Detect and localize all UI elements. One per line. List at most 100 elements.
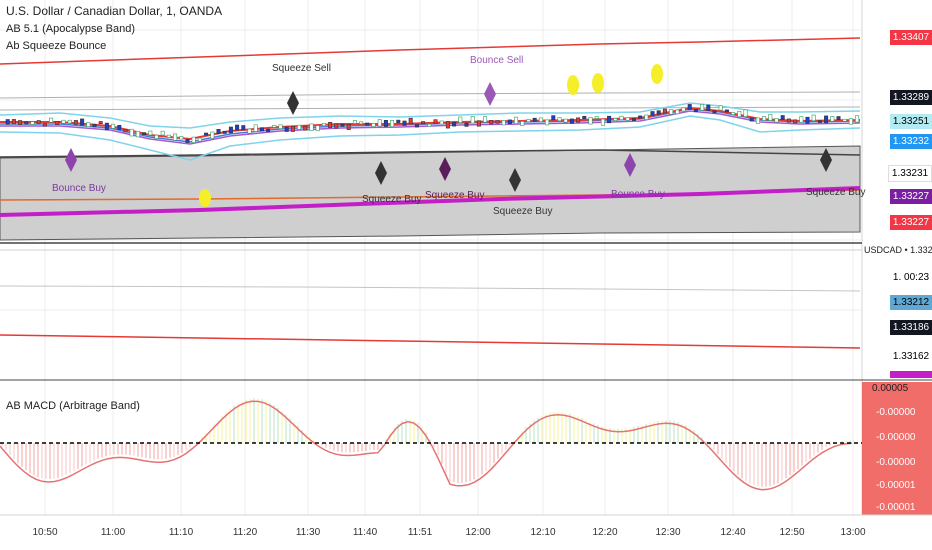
candle bbox=[365, 122, 370, 126]
candle bbox=[359, 121, 364, 125]
candle bbox=[18, 120, 23, 125]
candle bbox=[73, 120, 78, 125]
macd-scale-value: -0.00001 bbox=[876, 480, 916, 491]
time-axis-label: 11:00 bbox=[100, 527, 126, 538]
yellow-signal-1[interactable] bbox=[567, 75, 579, 95]
candle bbox=[755, 117, 760, 124]
candle bbox=[191, 136, 196, 143]
candle bbox=[848, 118, 853, 125]
label-squeeze-sell: Squeeze Sell bbox=[272, 63, 331, 74]
candle bbox=[830, 116, 835, 122]
candle bbox=[780, 115, 785, 120]
candle bbox=[718, 105, 723, 111]
candle bbox=[5, 119, 10, 125]
squeeze-buy-marker-4[interactable] bbox=[820, 148, 832, 172]
candle bbox=[111, 123, 116, 129]
candle bbox=[749, 117, 754, 122]
candle bbox=[551, 115, 556, 121]
macd-histogram bbox=[0, 398, 855, 491]
candle bbox=[390, 120, 395, 128]
candle bbox=[656, 110, 661, 115]
price-tag: 1.33227 bbox=[890, 189, 932, 204]
indicator-squeeze-bounce[interactable]: Ab Squeeze Bounce bbox=[6, 40, 107, 52]
candle bbox=[142, 132, 147, 136]
candle bbox=[216, 129, 221, 135]
candle bbox=[309, 123, 314, 131]
candle bbox=[204, 132, 209, 136]
candle bbox=[836, 116, 841, 121]
macd-scale-value: -0.00000 bbox=[876, 457, 916, 468]
candle bbox=[414, 124, 419, 128]
macd-signal-line bbox=[0, 400, 853, 491]
candle bbox=[98, 121, 103, 125]
bounce-buy-marker-2[interactable] bbox=[624, 153, 636, 177]
candle bbox=[687, 104, 692, 110]
symbol-price-label: USDCAD • 1.33226 bbox=[864, 245, 932, 255]
macd-scale-value: -0.00001 bbox=[876, 502, 916, 513]
candles-group[interactable] bbox=[5, 104, 860, 143]
indicator-apocalypse-band[interactable]: AB 5.1 (Apocalypse Band) bbox=[6, 23, 136, 35]
candle bbox=[824, 115, 829, 124]
candle bbox=[786, 118, 791, 123]
upper-grey-line-1 bbox=[0, 91, 861, 99]
candle bbox=[166, 134, 171, 138]
squeeze-sell-marker[interactable] bbox=[287, 91, 299, 115]
candle bbox=[377, 119, 382, 127]
yellow-signal-4[interactable] bbox=[199, 189, 211, 207]
candle bbox=[439, 120, 444, 125]
candle bbox=[631, 118, 636, 121]
bounce-buy-marker-1[interactable] bbox=[65, 148, 77, 172]
squeeze-buy-marker-3[interactable] bbox=[509, 168, 521, 192]
candle bbox=[526, 119, 531, 123]
candle bbox=[402, 120, 407, 126]
candle bbox=[762, 116, 767, 121]
candle bbox=[179, 136, 184, 140]
candle bbox=[241, 125, 246, 131]
candle bbox=[600, 118, 605, 126]
candle bbox=[222, 130, 227, 134]
squeeze-buy-marker-1[interactable] bbox=[375, 161, 387, 185]
time-axis-label: 12:10 bbox=[530, 527, 556, 538]
candle bbox=[811, 114, 816, 121]
candle bbox=[396, 119, 401, 124]
candle bbox=[569, 118, 574, 124]
candle bbox=[774, 118, 779, 123]
time-axis-label: 12:00 bbox=[465, 527, 491, 538]
candle bbox=[266, 128, 271, 132]
candle bbox=[489, 120, 494, 125]
symbol-title[interactable]: U.S. Dollar / Canadian Dollar, 1, OANDA bbox=[6, 4, 223, 18]
candle bbox=[619, 115, 624, 120]
yellow-signal-2[interactable] bbox=[592, 73, 604, 93]
label-squeeze-buy-4: Squeeze Buy bbox=[806, 187, 866, 198]
candle bbox=[235, 124, 240, 131]
candle bbox=[607, 115, 612, 124]
cyan-envelope-top bbox=[0, 102, 861, 129]
candle bbox=[532, 117, 537, 122]
candle bbox=[284, 126, 289, 132]
candle bbox=[470, 116, 475, 124]
price-tag: 1.33231 bbox=[888, 165, 932, 182]
candle bbox=[61, 119, 66, 124]
bounce-sell-marker[interactable] bbox=[484, 82, 496, 106]
candle bbox=[706, 104, 711, 111]
indicator-macd[interactable]: AB MACD (Arbitrage Band) bbox=[6, 400, 140, 412]
candle bbox=[11, 119, 16, 125]
label-bounce-sell: Bounce Sell bbox=[470, 55, 523, 66]
candle bbox=[86, 122, 91, 127]
price-tag: 1.33407 bbox=[890, 30, 932, 45]
candle bbox=[253, 124, 258, 132]
candle bbox=[495, 120, 500, 124]
candle bbox=[445, 121, 450, 129]
candle bbox=[30, 121, 35, 125]
candle bbox=[737, 111, 742, 118]
time-axis-label: 12:40 bbox=[720, 527, 746, 538]
yellow-signal-3[interactable] bbox=[651, 64, 663, 84]
label-squeeze-buy-2: Squeeze Buy bbox=[425, 190, 485, 201]
candle bbox=[297, 124, 302, 130]
candle bbox=[501, 120, 506, 126]
candle bbox=[321, 123, 326, 127]
candle bbox=[650, 111, 655, 116]
candle bbox=[135, 130, 140, 138]
squeeze-buy-marker-2[interactable] bbox=[439, 157, 451, 181]
